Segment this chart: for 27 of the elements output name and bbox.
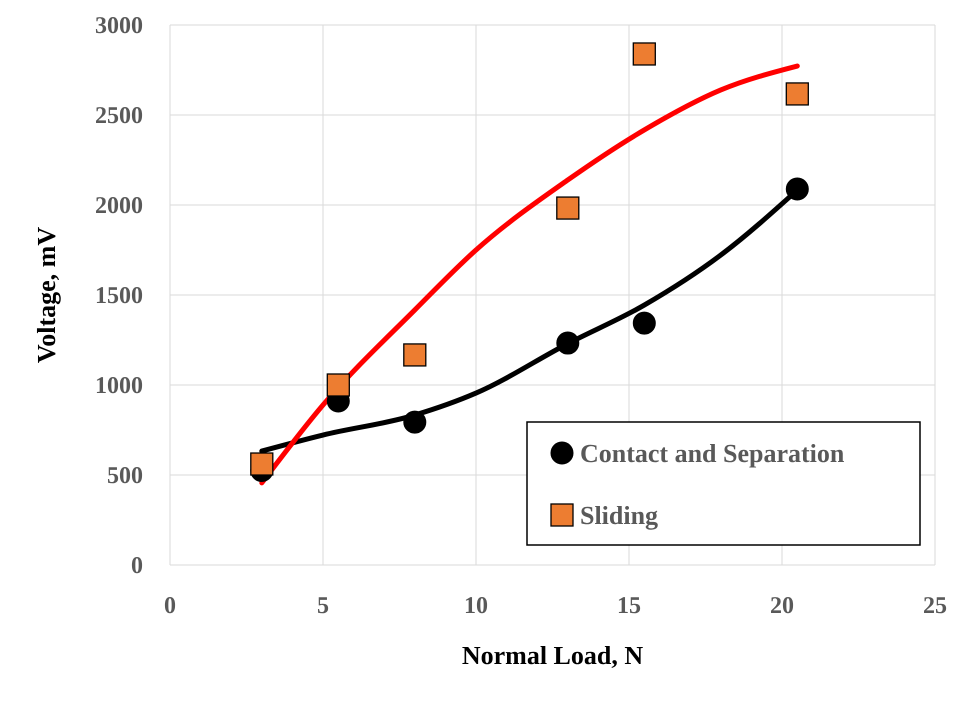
legend-label: Contact and Separation <box>580 439 845 468</box>
point <box>632 312 656 335</box>
y-tick-label: 0 <box>131 553 143 579</box>
point <box>632 42 656 66</box>
point <box>786 177 809 200</box>
y-tick-label: 2000 <box>95 193 143 219</box>
y-tick-label: 1000 <box>95 373 143 399</box>
point <box>556 196 580 220</box>
x-tick-label: 5 <box>317 593 329 619</box>
x-tick-label: 10 <box>464 593 488 619</box>
x-tick-label: 25 <box>923 593 947 619</box>
legend-label: Sliding <box>580 501 658 530</box>
x-axis-title: Normal Load, N <box>462 641 644 670</box>
y-tick-label: 2500 <box>95 103 143 129</box>
point <box>403 343 426 367</box>
point <box>556 332 580 355</box>
point <box>326 373 350 397</box>
point <box>250 452 274 476</box>
y-axis-title: Voltage, mV <box>32 226 61 364</box>
y-tick-label: 3000 <box>95 13 143 39</box>
x-tick-label: 15 <box>617 593 641 619</box>
y-tick-label: 1500 <box>95 283 143 309</box>
point <box>403 410 426 434</box>
point <box>786 82 809 106</box>
x-tick-label: 20 <box>770 593 794 619</box>
x-tick-label: 0 <box>164 593 176 619</box>
y-tick-label: 500 <box>107 463 143 489</box>
